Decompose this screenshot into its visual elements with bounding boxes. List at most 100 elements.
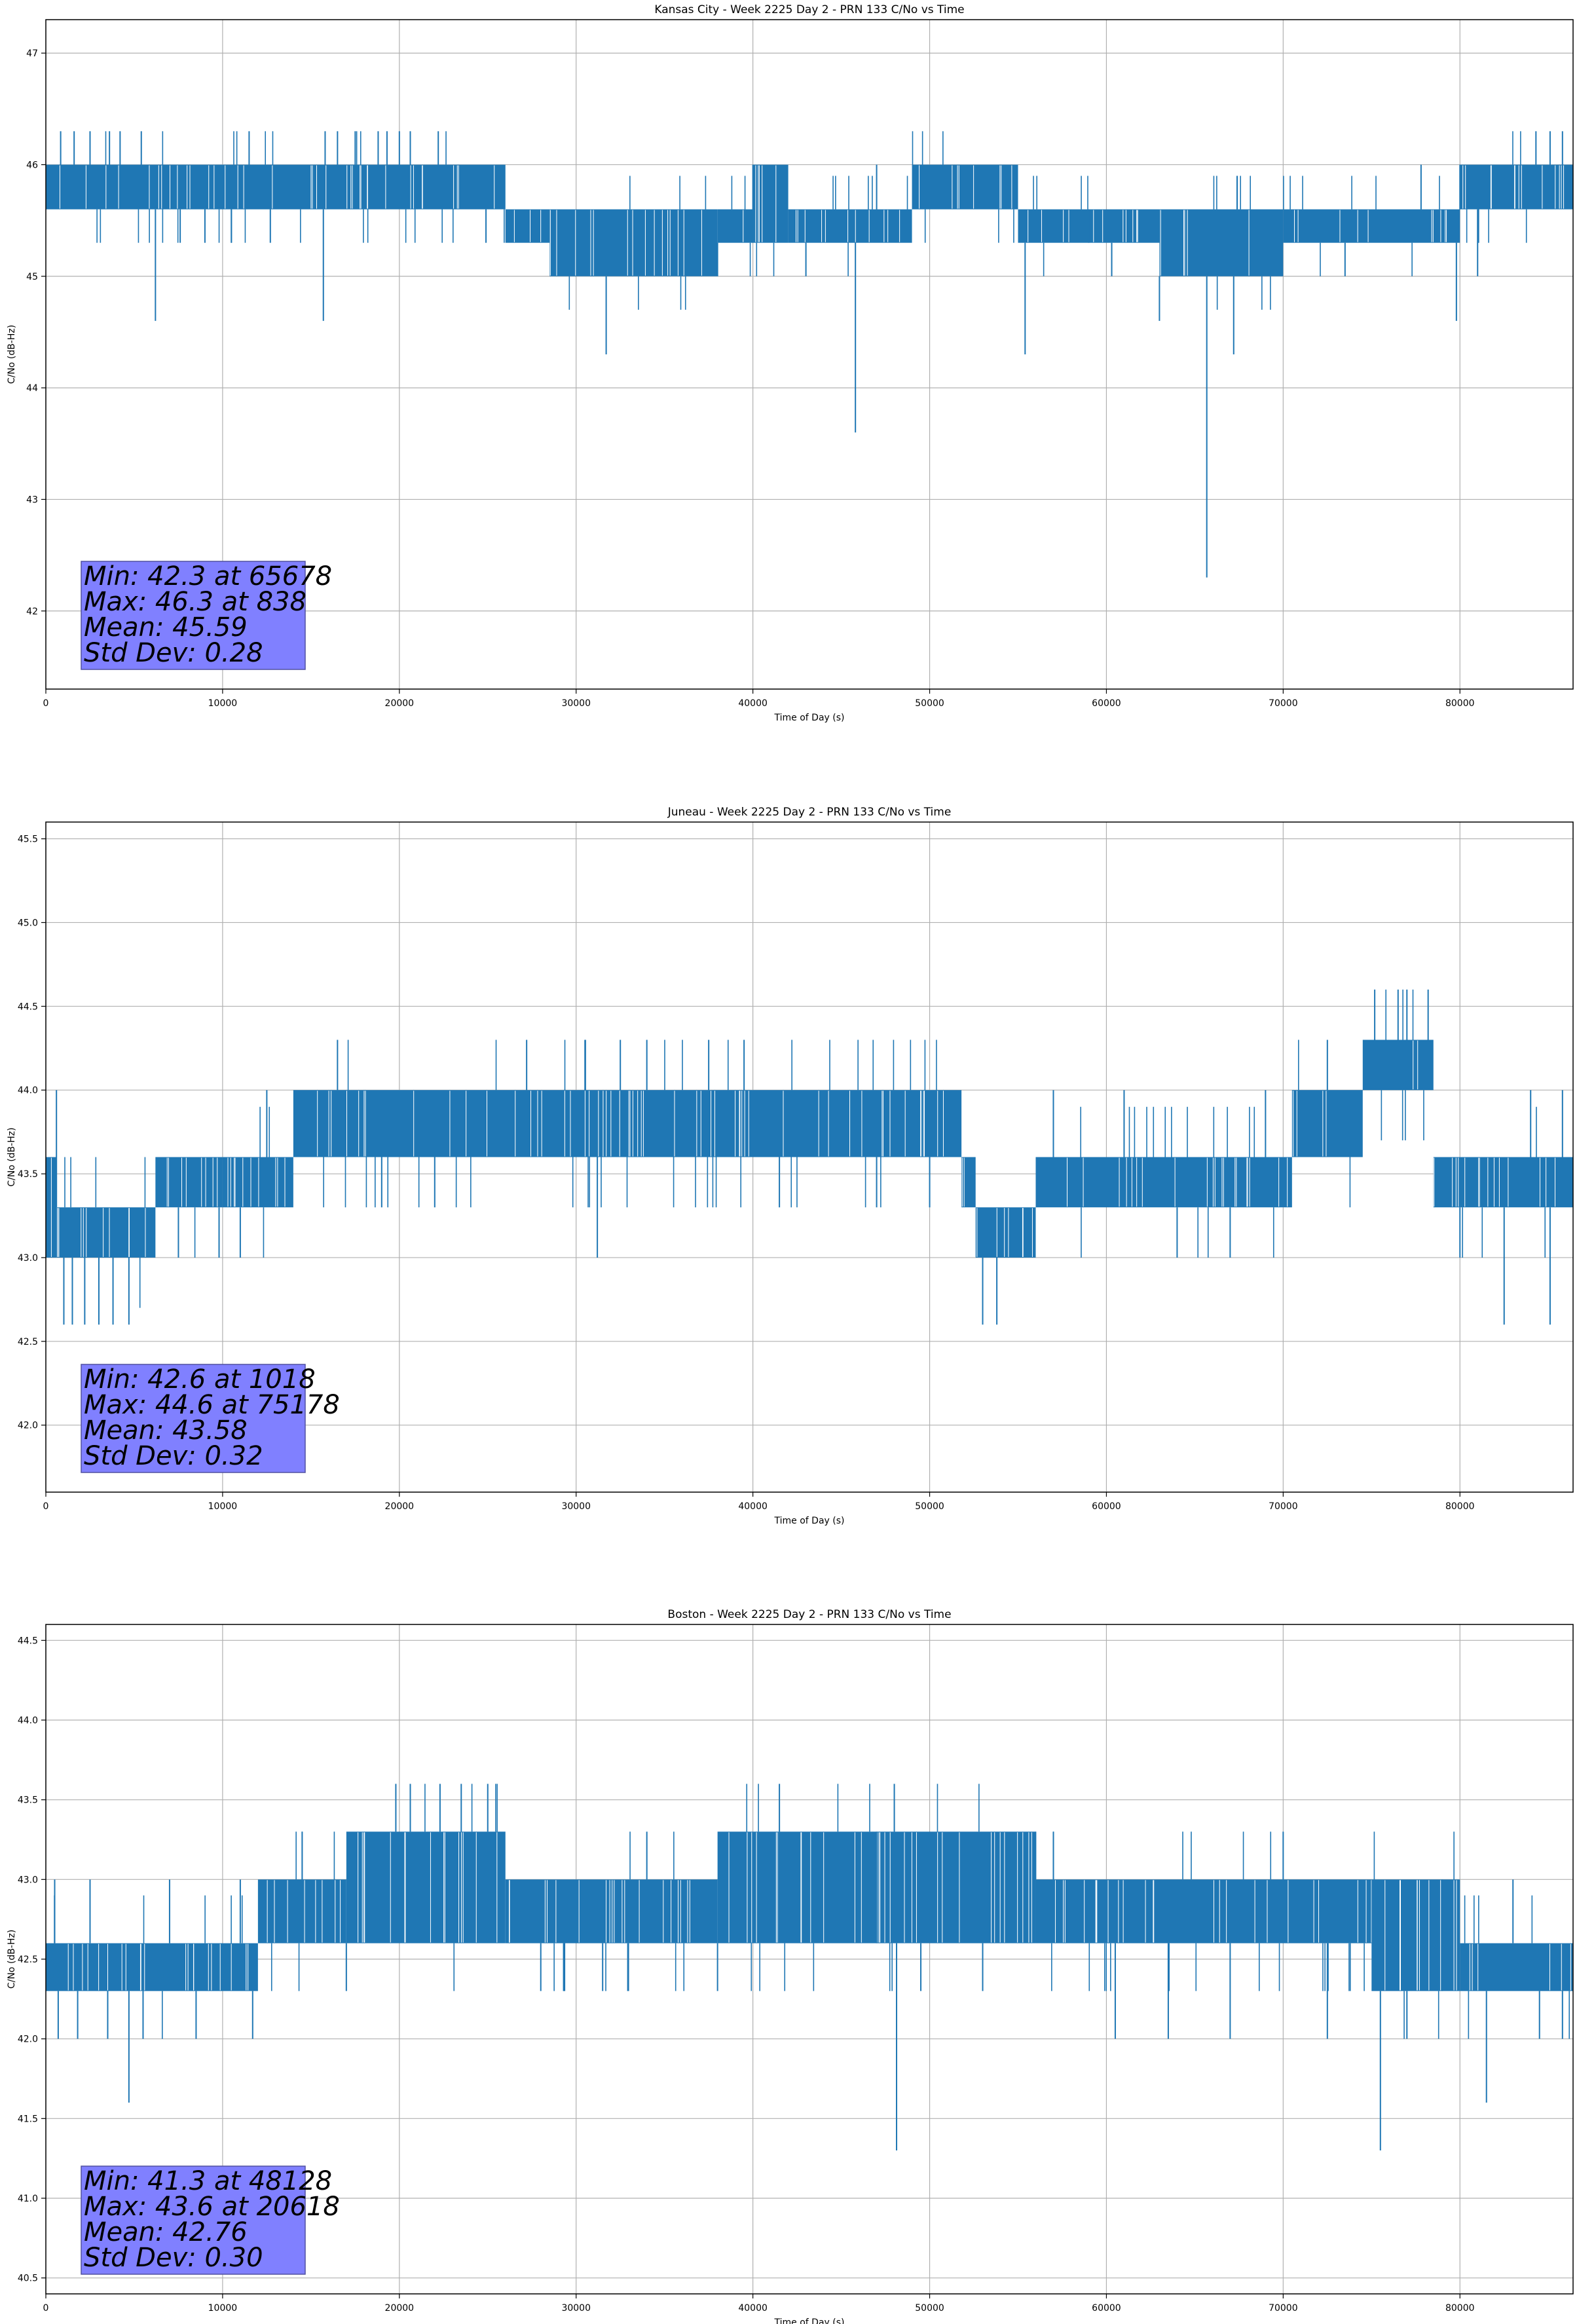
y-tick-label: 41.0 [18,2194,38,2204]
chart-panel-3: 0 10000 20000 30000 40000 50000 60000 70000 8000… [7,1608,1574,2324]
cno-band [1460,164,1573,210]
y-tick-label: 43.0 [18,1875,38,1885]
chart-panel-1: 0 10000 20000 30000 40000 50000 60000 70000 8000… [7,3,1574,723]
y-axis-label: C/No (dB-Hz) [7,1127,17,1186]
cno-band [1035,1879,1372,1943]
x-tick-label: 60000 [1092,2303,1121,2314]
y-tick-label: 42.5 [18,1955,38,1965]
x-tick-label: 40000 [738,1501,768,1512]
cno-band [1433,1157,1573,1208]
stats-box-background [81,2165,306,2275]
stats-line: Min: 42.3 at 65678 [84,561,332,591]
stats-line: Std Dev: 0.30 [84,2243,263,2273]
cno-band [222,1157,293,1208]
x-tick-label: 30000 [561,2303,591,2314]
y-tick-label: 46 [26,160,38,170]
x-tick-label: 80000 [1445,1501,1475,1512]
x-tick-label: 10000 [208,1501,238,1512]
chart-title: Juneau - Week 2225 Day 2 - PRN 133 C/No … [667,806,952,819]
cno-band [1291,1090,1363,1157]
stats-line: Max: 46.3 at 838 [84,587,306,617]
y-tick-label: 43.5 [18,1795,38,1806]
cno-band [752,164,788,243]
x-tick-label: 80000 [1445,2303,1475,2314]
x-tick-label: 40000 [738,2303,768,2314]
y-tick-label: 43.0 [18,1253,38,1264]
y-tick-label: 42 [26,607,38,617]
cno-band [1371,1879,1460,1991]
y-tick-label: 42.5 [18,1337,38,1347]
x-tick-label: 70000 [1269,1501,1298,1512]
y-tick-label: 43.5 [18,1169,38,1180]
cno-series [46,131,1573,578]
x-tick-label: 10000 [208,698,238,709]
y-tick-label: 42.0 [18,2034,38,2045]
stats-box-background [81,1364,306,1473]
x-tick-label: 70000 [1269,2303,1298,2314]
y-axis-label: C/No (dB-Hz) [7,325,17,384]
x-tick-label: 10000 [208,2303,238,2314]
cno-band [56,1207,156,1258]
x-tick-label: 20000 [385,1501,415,1512]
cno-series [46,989,1573,1325]
stats-line: Std Dev: 0.28 [84,638,263,668]
x-tick-label: 70000 [1269,698,1298,709]
cno-band [46,164,506,210]
y-tick-label: 41.5 [18,2114,38,2124]
cno-band [961,1157,976,1208]
y-tick-label: 45.0 [18,918,38,928]
cno-series [46,1784,1573,2150]
y-axis-label: C/No (dB-Hz) [7,1930,17,1989]
stats-line: Mean: 43.58 [84,1415,248,1446]
cno-band [788,209,912,243]
cno-band [505,1879,718,1943]
cno-band [1362,1040,1434,1091]
cno-band [912,164,1018,210]
stats-line: Max: 43.6 at 20618 [84,2192,340,2222]
stats-line: Std Dev: 0.32 [84,1441,263,1471]
cno-band [1035,1157,1292,1208]
y-tick-label: 44 [26,383,38,394]
x-axis-label: Time of Day (s) [774,1516,845,1526]
x-axis-label: Time of Day (s) [774,2317,845,2324]
cno-band [257,1879,346,1943]
x-tick-label: 20000 [385,698,415,709]
y-tick-label: 45.5 [18,834,38,845]
x-tick-label: 0 [43,2303,49,2314]
y-tick-label: 44.0 [18,1715,38,1726]
y-tick-label: 43 [26,495,38,505]
cno-band [1283,209,1460,243]
stats-line: Min: 41.3 at 48128 [84,2166,332,2196]
x-tick-label: 80000 [1445,698,1475,709]
y-tick-label: 44.0 [18,1085,38,1096]
y-tick-label: 44.5 [18,1636,38,1646]
cno-band [717,209,753,243]
stats-line: Max: 44.6 at 75178 [84,1390,340,1420]
y-tick-label: 40.5 [18,2274,38,2284]
cno-band [1460,1943,1573,1991]
cno-band [155,1157,223,1208]
x-tick-label: 30000 [561,1501,591,1512]
y-tick-label: 44.5 [18,1002,38,1012]
x-tick-label: 50000 [915,698,944,709]
x-tick-label: 0 [43,698,49,709]
chart-title: Boston - Week 2225 Day 2 - PRN 133 C/No … [667,1608,951,1621]
y-tick-label: 45 [26,272,38,282]
axes-frame [45,821,1574,1493]
stats-line: Mean: 42.76 [84,2217,248,2247]
chart-panel-2: 0 10000 20000 30000 40000 50000 60000 70000 8000… [7,806,1574,1526]
stats-box-background [81,561,306,670]
cno-band [346,1831,506,1943]
cno-band [975,1207,1036,1258]
axes-frame [45,19,1574,690]
cno-band [46,1943,258,1991]
y-tick-label: 47 [26,48,38,59]
stats-line: Mean: 45.59 [84,612,248,643]
x-tick-label: 60000 [1092,1501,1121,1512]
x-tick-label: 50000 [915,2303,944,2314]
y-tick-label: 42.0 [18,1421,38,1431]
x-tick-label: 0 [43,1501,49,1512]
